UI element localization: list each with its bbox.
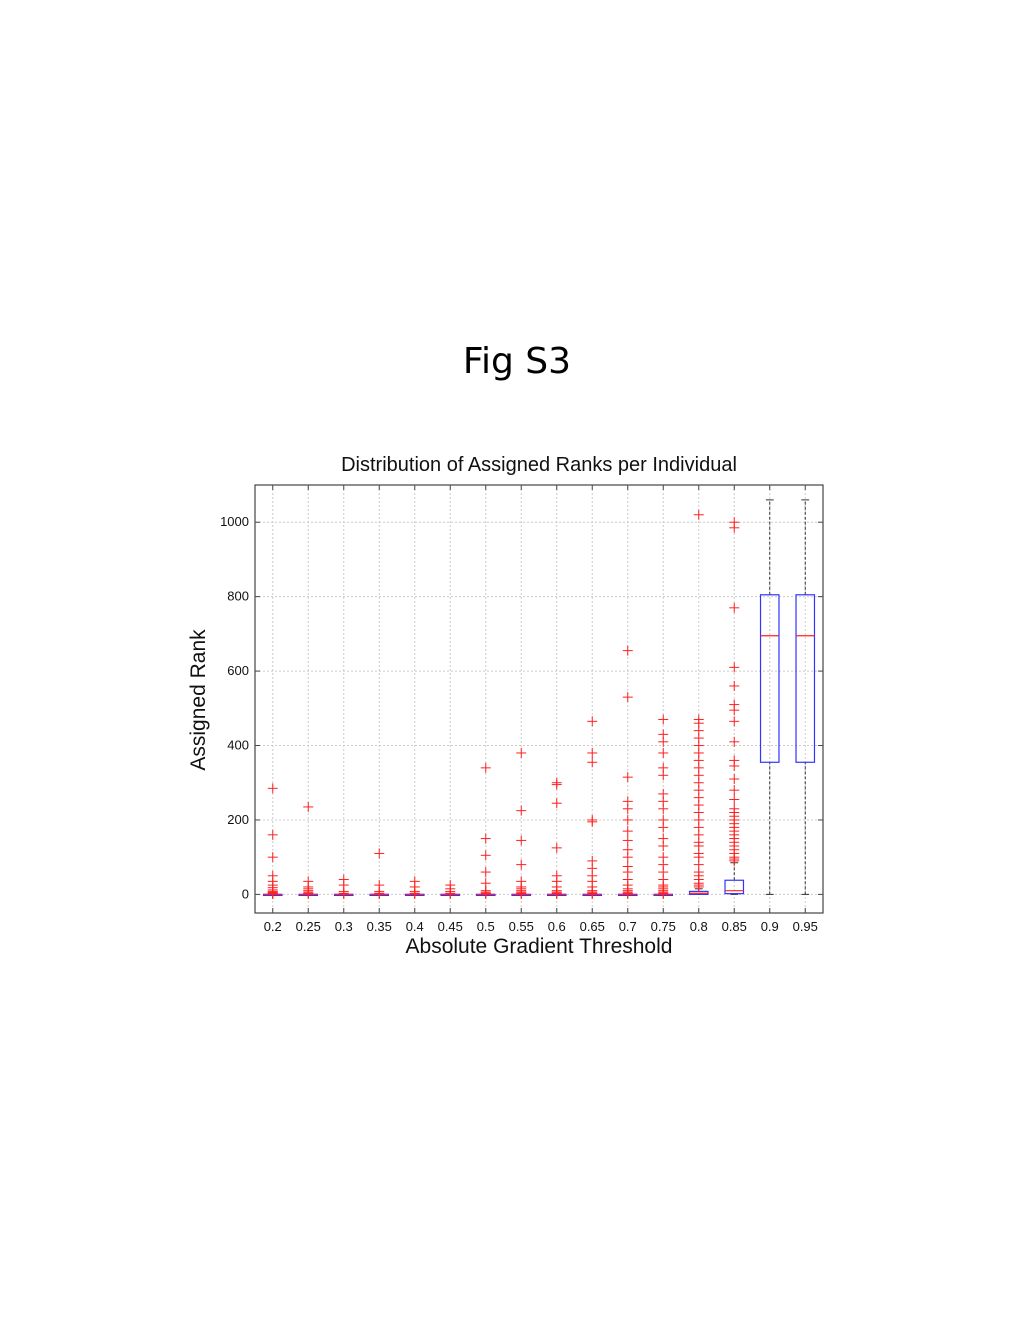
x-tick-label: 0.55 [509,919,534,934]
outlier-marker [729,716,740,727]
outlier-marker [587,716,598,727]
box-0.9 [759,499,780,895]
outlier-marker [729,785,740,796]
y-tick-label: 400 [227,738,249,753]
y-tick-label: 1000 [220,514,249,529]
x-tick-label: 0.35 [367,919,392,934]
y-tick-label: 0 [242,886,249,901]
outlier-marker [622,814,633,825]
outlier-marker [445,880,456,891]
outlier-marker [267,783,278,794]
x-tick-label: 0.65 [580,919,605,934]
x-tick-label: 0.6 [548,919,566,934]
outlier-marker [622,772,633,783]
outlier-marker [587,814,598,825]
outlier-marker [693,714,704,725]
outlier-marker [658,762,669,773]
x-tick-label: 0.85 [722,919,747,934]
outlier-marker [480,867,491,878]
outlier-marker [729,699,740,710]
x-tick-label: 0.9 [761,919,779,934]
x-tick-label: 0.3 [335,919,353,934]
y-tick-label: 600 [227,663,249,678]
outlier-marker [729,755,740,766]
x-tick-label: 0.7 [619,919,637,934]
outlier-marker [551,870,562,881]
outlier-marker [729,602,740,613]
outlier-marker [480,878,491,889]
box-body [759,594,780,763]
x-axis-title: Absolute Gradient Threshold [406,935,673,958]
x-tick-label: 0.8 [690,919,708,934]
outlier-marker [622,844,633,855]
outlier-marker [303,801,314,812]
outlier-marker [587,855,598,866]
figure-label: Fig S3 [462,341,572,382]
outlier-marker [551,798,562,809]
outlier-marker [658,814,669,825]
outlier-marker [551,842,562,853]
outlier-marker [374,880,385,891]
x-tick-label: 0.95 [793,919,818,934]
outlier-marker [622,826,633,837]
outlier-marker [729,517,740,528]
outlier-marker [658,833,669,844]
x-tick-label: 0.2 [264,919,282,934]
outlier-marker [729,680,740,691]
outlier-marker [729,803,740,814]
outlier-marker [516,859,527,870]
outlier-marker [267,829,278,840]
outlier-marker [622,861,633,872]
outlier-marker [480,833,491,844]
outlier-marker [658,852,669,863]
outlier-marker [587,747,598,758]
chart-title: Distribution of Assigned Ranks per Indiv… [341,454,737,476]
x-tick-label: 0.75 [651,919,676,934]
outlier-marker [729,794,740,805]
outlier-marker [729,662,740,673]
box-body [795,594,816,763]
outlier-marker [480,850,491,861]
outliers [267,509,740,900]
outlier-marker [516,747,527,758]
outlier-marker [303,876,314,887]
y-axis-title: Assigned Rank [187,629,210,771]
outlier-marker [409,876,420,887]
outlier-marker [267,870,278,881]
outlier-marker [729,774,740,785]
outlier-marker [622,835,633,846]
outlier-marker [658,714,669,725]
x-tick-label: 0.45 [438,919,463,934]
outlier-marker [658,788,669,799]
outlier-marker [338,874,349,885]
box-0.95 [795,499,816,895]
y-tick-label: 800 [227,589,249,604]
plot-area-frame [254,484,824,914]
outlier-marker [374,848,385,859]
box-body [724,879,745,895]
outlier-marker [267,852,278,863]
x-axis-ticks: 0.2 0.25 0.3 0.35 0.4 0.45 0.5 0.55 0.6 0.65 0.7 0.… [264,485,818,934]
y-axis-ticks: 0 200 400 600 800 1000 [220,514,823,901]
outlier-marker [622,796,633,807]
y-tick-label: 200 [227,812,249,827]
outlier-marker [551,777,562,788]
x-tick-label: 0.4 [406,919,424,934]
outlier-marker [516,805,527,816]
outlier-marker [658,747,669,758]
outlier-marker [516,876,527,887]
outlier-marker [622,692,633,703]
outlier-marker [622,645,633,656]
x-tick-label: 0.25 [296,919,321,934]
outlier-marker [480,762,491,773]
outlier-marker [516,835,527,846]
outlier-marker [693,509,704,520]
outlier-marker [587,757,598,768]
x-tick-label: 0.5 [477,919,495,934]
outlier-marker [658,729,669,740]
outlier-marker [729,736,740,747]
